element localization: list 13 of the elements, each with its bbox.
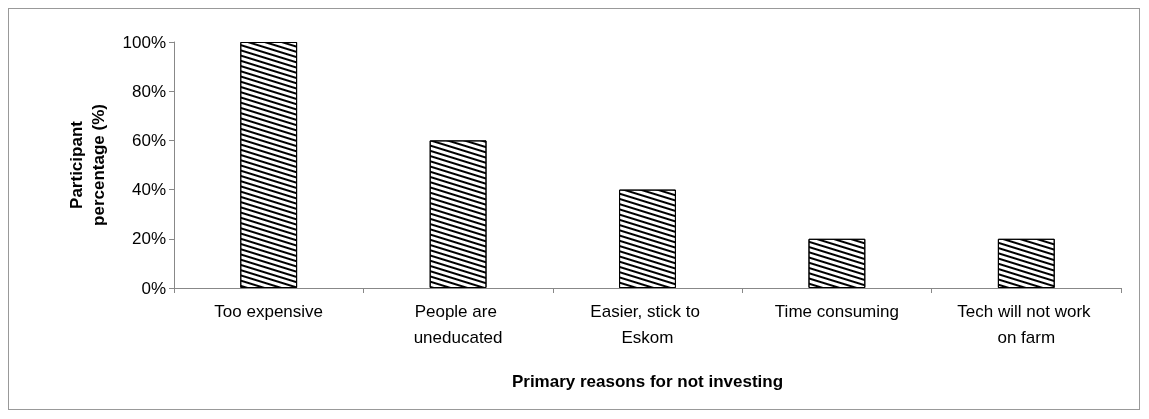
x-tick-label: Easier, stick to Eskom xyxy=(590,301,705,347)
x-tick-label: Time consuming xyxy=(774,301,899,321)
y-tick-label: 80% xyxy=(131,81,166,101)
y-axis-title: Participant percentage (%) xyxy=(66,104,108,226)
x-tick-label: Tech will not work on farm xyxy=(957,301,1096,347)
y-tick-label: 20% xyxy=(131,229,166,249)
y-tick-label: 60% xyxy=(131,130,166,150)
x-tick-label: Too expensive xyxy=(214,301,324,321)
y-tick-label: 40% xyxy=(131,180,166,200)
x-tick-label: People are uneducated xyxy=(413,301,503,347)
y-tick-label: 0% xyxy=(141,278,166,298)
y-tick-label: 100% xyxy=(122,32,166,52)
x-axis-title: Primary reasons for not investing xyxy=(511,372,784,391)
